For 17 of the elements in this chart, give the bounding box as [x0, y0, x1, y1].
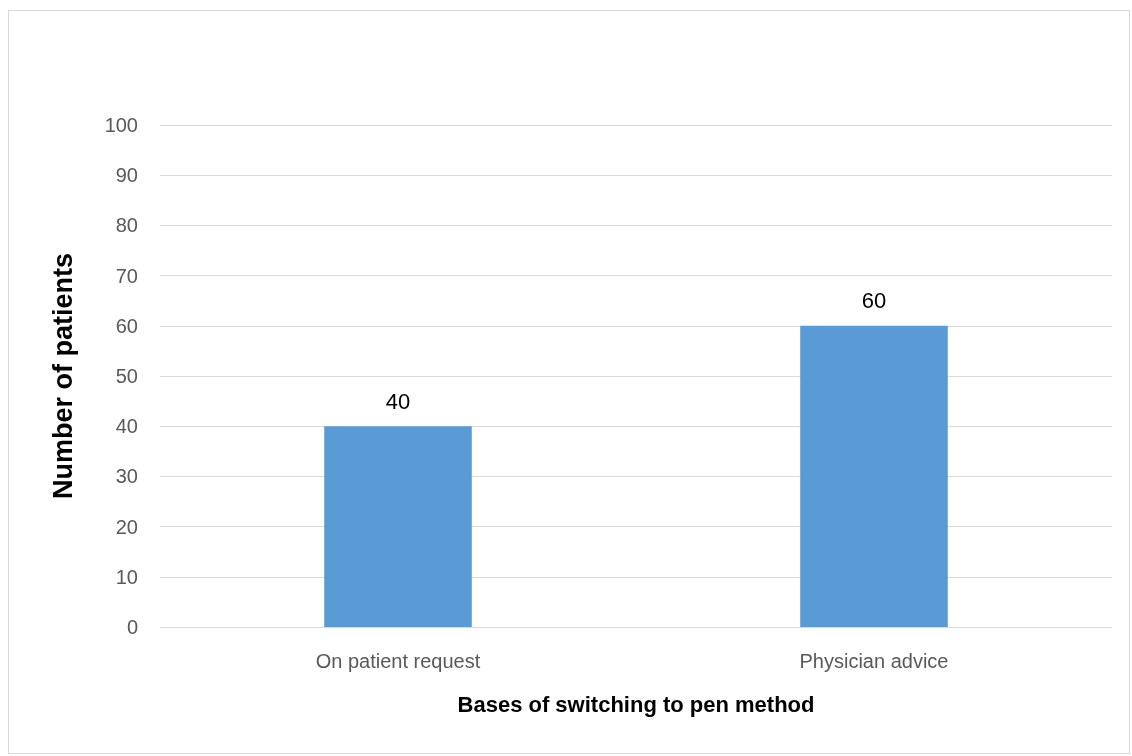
y-tick-label: 0	[126, 616, 138, 638]
y-tick-label: 80	[115, 214, 138, 237]
y-tick-label: 40	[115, 415, 138, 438]
x-tick-label: On patient request	[315, 650, 481, 672]
y-tick-label: 70	[115, 264, 138, 287]
y-tick-label: 100	[104, 114, 138, 136]
data-label: 40	[385, 388, 411, 414]
y-tick-label: 30	[115, 465, 138, 488]
x-axis-title: Bases of switching to pen method	[457, 691, 815, 717]
y-tick-label: 20	[115, 515, 138, 538]
x-tick-label: Physician advice	[799, 650, 949, 672]
y-tick-label: 10	[115, 565, 138, 588]
y-tick-label: 90	[115, 164, 138, 187]
data-label: 60	[861, 288, 887, 314]
y-tick-label: 50	[115, 365, 138, 387]
y-tick-label: 60	[115, 314, 138, 337]
y-axis-title: Number of patients	[47, 252, 78, 500]
